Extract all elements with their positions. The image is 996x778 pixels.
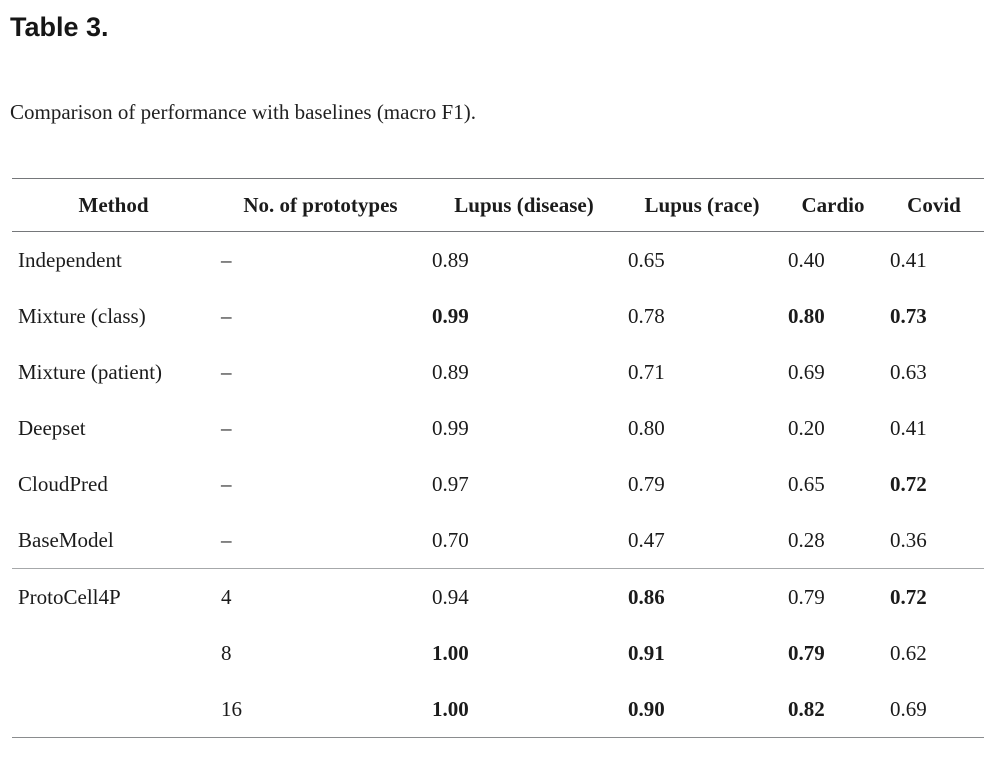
column-header-cardio: Cardio <box>801 193 865 218</box>
value-cell: 0.91 <box>628 641 665 666</box>
value-cell: 0.94 <box>426 568 622 626</box>
prototypes-cell: – <box>221 416 232 441</box>
value-cell: 0.41 <box>890 416 927 441</box>
value-cell: 0.89 <box>432 360 469 385</box>
value-cell: 0.73 <box>890 304 927 329</box>
prototypes-cell: 16 <box>221 697 242 722</box>
column-header-method: Method <box>78 193 149 218</box>
value-cell: 0.79 <box>628 472 665 497</box>
table-row-protocell4p-8: 8 1.00 0.91 0.79 0.62 <box>12 625 984 681</box>
method-cell <box>12 681 215 738</box>
value-cell: 0.41 <box>890 248 927 273</box>
method-cell: Mixture (patient) <box>18 360 163 385</box>
table-row-deepset: Deepset – 0.99 0.80 0.20 0.41 <box>12 400 984 456</box>
column-header-lupus-race: Lupus (race) <box>644 193 760 218</box>
value-cell: 0.79 <box>782 568 884 626</box>
value-cell: 1.00 <box>432 697 469 722</box>
table-row-mixture-patient: Mixture (patient) – 0.89 0.71 0.69 0.63 <box>12 344 984 400</box>
table-title: Table 3. <box>10 12 109 42</box>
value-cell: 0.99 <box>432 304 469 329</box>
method-cell: BaseModel <box>18 528 114 553</box>
value-cell: 0.82 <box>788 697 825 722</box>
value-cell: 0.70 <box>432 528 469 553</box>
table-row-protocell4p-4: ProtoCell4P 4 0.94 0.86 0.79 0.72 <box>12 568 984 626</box>
value-cell: 0.65 <box>788 472 825 497</box>
value-cell: 0.69 <box>788 360 825 385</box>
value-cell: 0.62 <box>890 641 927 666</box>
table-row-cloudpred: CloudPred – 0.97 0.79 0.65 0.72 <box>12 456 984 512</box>
value-cell: 0.80 <box>628 416 665 441</box>
method-cell: Mixture (class) <box>18 304 146 329</box>
value-cell: 0.90 <box>628 697 665 722</box>
results-table: Method No. of prototypes Lupus (disease)… <box>12 178 984 739</box>
value-cell: 0.63 <box>890 360 927 385</box>
prototypes-cell: – <box>221 528 232 553</box>
header-row: Method No. of prototypes Lupus (disease)… <box>12 178 984 232</box>
value-cell: 0.71 <box>628 360 665 385</box>
value-cell: 0.69 <box>890 697 927 722</box>
value-cell: 0.79 <box>788 641 825 666</box>
value-cell: 0.20 <box>788 416 825 441</box>
method-cell: Deepset <box>18 416 86 441</box>
method-cell <box>12 625 215 681</box>
table-row-mixture-class: Mixture (class) – 0.99 0.78 0.80 0.73 <box>12 288 984 344</box>
value-cell: 0.36 <box>890 528 927 553</box>
prototypes-cell: 8 <box>221 641 232 666</box>
method-cell: CloudPred <box>18 472 108 497</box>
method-cell: ProtoCell4P <box>12 568 215 626</box>
prototypes-cell: 4 <box>215 568 426 626</box>
value-cell: 1.00 <box>432 641 469 666</box>
column-header-lupus-disease: Lupus (disease) <box>454 193 594 218</box>
table-row-independent: Independent – 0.89 0.65 0.40 0.41 <box>12 232 984 289</box>
value-cell: 0.72 <box>890 472 927 497</box>
prototypes-cell: – <box>221 248 232 273</box>
value-cell: 0.28 <box>788 528 825 553</box>
table-caption: Comparison of performance with baselines… <box>10 100 476 125</box>
value-cell: 0.40 <box>788 248 825 273</box>
value-cell: 0.80 <box>788 304 825 329</box>
prototypes-cell: – <box>221 360 232 385</box>
column-header-prototypes: No. of prototypes <box>243 193 398 218</box>
value-cell: 0.89 <box>432 248 469 273</box>
value-cell: 0.99 <box>432 416 469 441</box>
value-cell: 0.78 <box>628 304 665 329</box>
table-row-basemodel: BaseModel – 0.70 0.47 0.28 0.36 <box>12 512 984 569</box>
prototypes-cell: – <box>221 472 232 497</box>
value-cell: 0.72 <box>884 568 984 626</box>
column-header-covid: Covid <box>907 193 961 218</box>
prototypes-cell: – <box>221 304 232 329</box>
value-cell: 0.97 <box>432 472 469 497</box>
method-cell: Independent <box>18 248 122 273</box>
table-row-protocell4p-16: 16 1.00 0.90 0.82 0.69 <box>12 681 984 738</box>
value-cell: 0.65 <box>628 248 665 273</box>
value-cell: 0.47 <box>628 528 665 553</box>
value-cell: 0.86 <box>622 568 782 626</box>
